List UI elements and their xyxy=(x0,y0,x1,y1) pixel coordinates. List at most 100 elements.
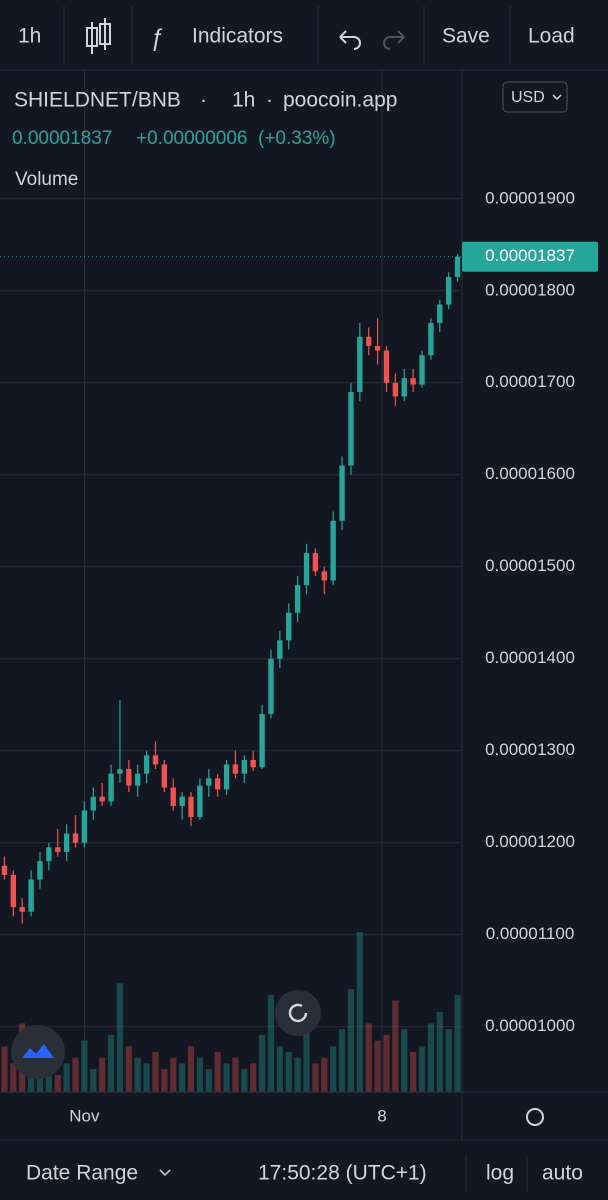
y-tick-label: 0.00001600 xyxy=(485,464,575,483)
volume-bar xyxy=(179,1063,186,1092)
undo-button[interactable] xyxy=(339,30,361,50)
candle-body xyxy=(437,304,443,323)
candle-body xyxy=(348,391,354,466)
candle-body xyxy=(215,778,221,790)
reset-icon xyxy=(288,1003,308,1023)
toolbar-bg xyxy=(0,0,608,70)
volume-bar xyxy=(276,1046,283,1092)
y-tick-label: 0.00001200 xyxy=(485,832,575,851)
volume-bar xyxy=(312,1063,319,1092)
volume-bar xyxy=(143,1063,150,1092)
volume-label: Volume xyxy=(15,169,78,190)
candle-body xyxy=(383,350,390,383)
chevron xyxy=(552,94,562,101)
volume-bar xyxy=(205,1069,212,1092)
volume-bar xyxy=(267,994,275,1092)
volume-bar xyxy=(134,1057,141,1092)
candle-body xyxy=(135,773,141,786)
volume-bar xyxy=(54,1074,61,1092)
volume-bar xyxy=(196,1057,204,1092)
currency-button[interactable] xyxy=(502,81,568,113)
y-tick-label: 0.00001800 xyxy=(485,280,575,299)
y-tick-label: 0.00001700 xyxy=(485,372,575,391)
candle-body xyxy=(357,336,363,392)
candle-body xyxy=(223,764,230,790)
change-pct: (+0.33%) xyxy=(258,128,336,149)
settings-button[interactable] xyxy=(526,1108,544,1126)
volume-bar xyxy=(445,1029,452,1092)
candle-body xyxy=(1,865,8,875)
date-range-button[interactable]: Date Range xyxy=(26,1162,138,1185)
candle-body xyxy=(241,759,247,774)
volume-bar xyxy=(418,1046,426,1092)
symbol: SHIELDNET/BNB xyxy=(14,89,181,112)
auto-button[interactable]: auto xyxy=(542,1162,583,1185)
candle-body xyxy=(37,861,43,880)
candle-body xyxy=(206,778,212,786)
save-button[interactable]: Save xyxy=(442,25,490,48)
candle-body xyxy=(294,585,301,613)
interval: 1h xyxy=(232,89,255,112)
volume-bar xyxy=(223,1063,230,1092)
interval-button[interactable]: 1h xyxy=(18,25,41,48)
candle-body xyxy=(454,256,461,277)
candle-body xyxy=(143,755,150,774)
candle-body xyxy=(197,785,203,817)
candle-body xyxy=(28,879,34,912)
volume-bar xyxy=(187,1046,195,1092)
y-tick-label: 0.00001500 xyxy=(485,556,575,575)
reset-button[interactable] xyxy=(275,990,321,1036)
candle-body xyxy=(392,382,399,397)
x-tick-label: 8 xyxy=(377,1106,386,1125)
candle-body xyxy=(250,759,256,768)
volume-bar xyxy=(338,1029,346,1092)
volume-bar xyxy=(170,1057,177,1092)
candle-body xyxy=(312,552,319,572)
volume-bar xyxy=(241,1069,248,1092)
volume-bar xyxy=(436,1012,443,1092)
candle-body xyxy=(55,847,61,852)
candle-body xyxy=(108,773,114,802)
volume-bar xyxy=(161,1069,168,1092)
last-price-tag xyxy=(462,241,598,272)
candle-body xyxy=(126,769,132,786)
candle-body xyxy=(366,336,372,346)
volume-bar xyxy=(63,1063,70,1092)
candle-body xyxy=(10,874,16,908)
fx-icon: ƒ xyxy=(150,24,163,51)
log-button[interactable]: log xyxy=(486,1162,514,1185)
candle-body xyxy=(374,345,381,351)
candle-body xyxy=(286,612,292,641)
last-price-label: 0.00001837 xyxy=(485,246,575,265)
plot xyxy=(0,70,462,1092)
load-button[interactable]: Load xyxy=(528,25,575,48)
indicators-button[interactable]: Indicators xyxy=(192,25,283,48)
volume-bar xyxy=(258,1034,266,1092)
volume-bar xyxy=(383,1034,390,1092)
candle-body xyxy=(72,833,79,843)
dot: · xyxy=(266,89,273,112)
volume-bar xyxy=(410,1052,417,1092)
candle-body xyxy=(419,355,425,385)
volume-bar xyxy=(116,983,124,1092)
candle-body xyxy=(446,276,452,305)
candle-body xyxy=(19,907,25,912)
volume-bar xyxy=(427,1023,435,1092)
y-tick-label: 0.00001900 xyxy=(485,188,575,207)
volume-bar xyxy=(454,994,461,1092)
candle-body xyxy=(152,755,159,765)
volume-bar xyxy=(285,1052,292,1092)
redo-button[interactable] xyxy=(383,30,405,50)
volume-bar xyxy=(294,1057,301,1092)
candle-body xyxy=(401,378,407,397)
volume-bar xyxy=(250,1063,257,1092)
chart-type-button[interactable] xyxy=(86,18,111,54)
volume-bar xyxy=(10,1063,17,1092)
currency: USD xyxy=(511,89,545,106)
candle-body xyxy=(46,847,52,862)
candle-body xyxy=(188,796,194,817)
source: poocoin.app xyxy=(283,89,397,112)
y-tick-label: 0.00001000 xyxy=(485,1016,575,1035)
candle-body xyxy=(170,787,176,806)
